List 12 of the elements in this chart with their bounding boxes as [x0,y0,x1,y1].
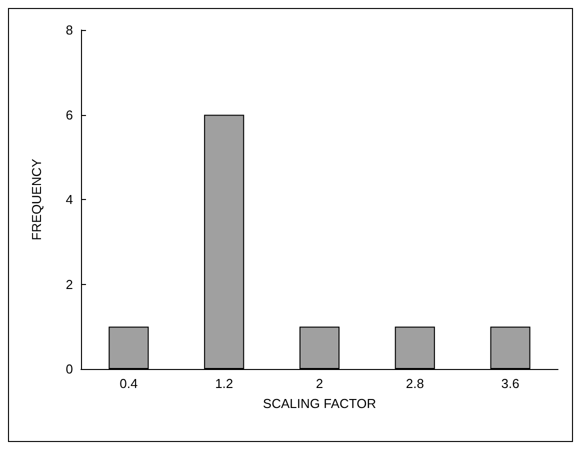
x-tick-label: 2 [316,376,324,391]
x-tick-label: 3.6 [501,376,520,391]
y-tick-label: 4 [66,192,73,207]
x-axis-title: SCALING FACTOR [262,396,376,411]
y-axis-title: FREQUENCY [29,158,44,240]
x-tick-label: 1.2 [215,376,234,391]
y-tick-label: 2 [66,276,73,292]
x-tick-label: 0.4 [120,376,138,391]
x-tick-label: 2.8 [406,376,424,391]
y-tick-label: 8 [66,22,73,38]
y-tick-label: 6 [66,107,73,122]
y-tick-label: 0 [66,362,73,376]
